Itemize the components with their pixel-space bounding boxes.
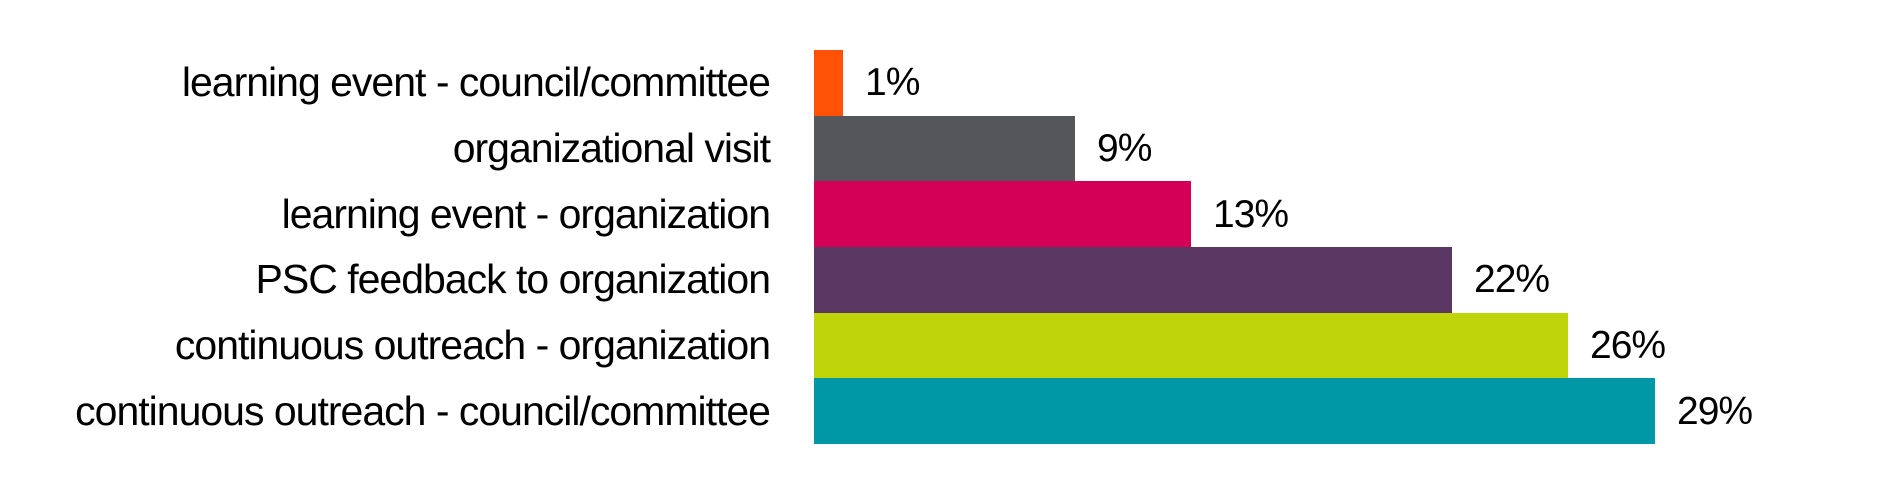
data-bar — [814, 50, 843, 116]
value-label: 9% — [1097, 126, 1152, 170]
value-label: 26% — [1590, 323, 1666, 367]
bar-zone: 1% — [814, 50, 920, 116]
category-label: learning event - council/committee — [181, 59, 771, 106]
category-label: organizational visit — [452, 124, 771, 171]
bar-zone: 13% — [814, 181, 1289, 247]
value-label: 22% — [1474, 258, 1550, 302]
value-label: 29% — [1677, 389, 1753, 433]
value-label: 1% — [865, 61, 920, 105]
bar-zone: 9% — [814, 115, 1152, 182]
category-label: continuous outreach - organization — [174, 321, 771, 368]
data-bar — [814, 181, 1191, 247]
category-label: PSC feedback to organization — [255, 256, 771, 303]
data-bar — [814, 378, 1655, 444]
bar-chart: learning event - council/committee 1% or… — [0, 50, 1885, 444]
bar-row: learning event - council/committee 1% — [0, 50, 1885, 116]
bar-row: continuous outreach - council/committee … — [0, 378, 1885, 444]
category-label: learning event - organization — [281, 190, 771, 237]
bar-zone: 26% — [814, 312, 1666, 379]
bar-row: organizational visit 9% — [0, 115, 1885, 182]
value-label: 13% — [1213, 192, 1289, 236]
bar-zone: 29% — [814, 378, 1753, 444]
data-bar — [814, 312, 1568, 379]
category-label: continuous outreach - council/committee — [75, 387, 771, 434]
bar-row: continuous outreach - organization 26% — [0, 312, 1885, 379]
bar-zone: 22% — [814, 246, 1550, 313]
bar-row: learning event - organization 13% — [0, 181, 1885, 247]
bar-row: PSC feedback to organization 22% — [0, 246, 1885, 313]
data-bar — [814, 246, 1452, 313]
data-bar — [814, 115, 1075, 182]
